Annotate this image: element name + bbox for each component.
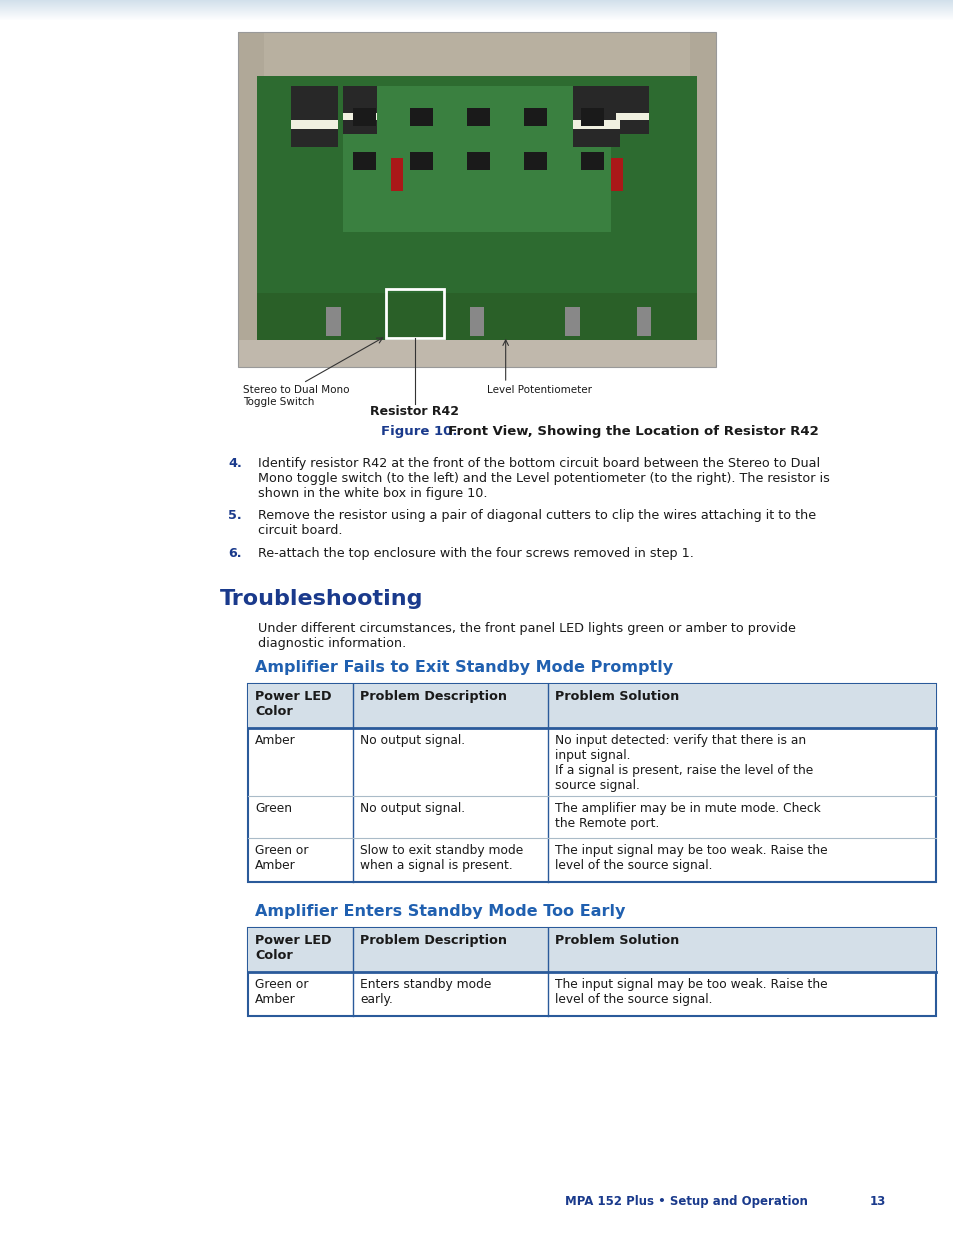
Text: Problem Solution: Problem Solution bbox=[555, 934, 679, 947]
Bar bbox=[248, 927, 935, 972]
Text: Stereo to Dual Mono
Toggle Switch: Stereo to Dual Mono Toggle Switch bbox=[243, 385, 349, 406]
Bar bbox=[580, 109, 603, 126]
Bar bbox=[343, 86, 610, 232]
Text: Green or
Amber: Green or Amber bbox=[254, 844, 308, 872]
Bar bbox=[248, 927, 935, 1016]
Text: Amber: Amber bbox=[254, 734, 295, 747]
Text: Troubleshooting: Troubleshooting bbox=[220, 589, 423, 609]
Bar bbox=[572, 86, 619, 147]
Bar bbox=[386, 289, 443, 338]
Bar bbox=[343, 86, 376, 135]
Text: Slow to exit standby mode
when a signal is present.: Slow to exit standby mode when a signal … bbox=[359, 844, 522, 872]
Text: 13: 13 bbox=[869, 1195, 885, 1208]
Text: Figure 10.: Figure 10. bbox=[381, 425, 457, 438]
Text: Green: Green bbox=[254, 802, 292, 815]
Text: Remove the resistor using a pair of diagonal cutters to clip the wires attaching: Remove the resistor using a pair of diag… bbox=[257, 509, 815, 537]
Text: Resistor R42: Resistor R42 bbox=[370, 405, 459, 417]
Bar bbox=[523, 152, 546, 169]
Bar bbox=[291, 120, 338, 130]
Text: No output signal.: No output signal. bbox=[359, 802, 465, 815]
Bar bbox=[637, 308, 651, 336]
Text: Power LED
Color: Power LED Color bbox=[254, 690, 331, 718]
Bar bbox=[469, 308, 484, 336]
Bar bbox=[291, 86, 338, 147]
Bar bbox=[237, 324, 716, 367]
Bar bbox=[391, 158, 402, 191]
Bar bbox=[689, 32, 716, 367]
Text: Identify resistor R42 at the front of the bottom circuit board between the Stere: Identify resistor R42 at the front of th… bbox=[257, 457, 829, 500]
Text: 4.: 4. bbox=[228, 457, 241, 471]
Bar bbox=[467, 109, 490, 126]
Text: Green or
Amber: Green or Amber bbox=[254, 978, 308, 1007]
Bar bbox=[615, 86, 648, 135]
Bar bbox=[237, 340, 716, 367]
Bar bbox=[410, 109, 433, 126]
Bar bbox=[326, 308, 340, 336]
Bar bbox=[580, 152, 603, 169]
Bar bbox=[523, 109, 546, 126]
Text: Re-attach the top enclosure with the four screws removed in step 1.: Re-attach the top enclosure with the fou… bbox=[257, 547, 693, 559]
Text: Enters standby mode
early.: Enters standby mode early. bbox=[359, 978, 491, 1007]
Text: The amplifier may be in mute mode. Check
the Remote port.: The amplifier may be in mute mode. Check… bbox=[555, 802, 820, 830]
Text: 5.: 5. bbox=[228, 509, 241, 522]
Text: Power LED
Color: Power LED Color bbox=[254, 934, 331, 962]
Bar bbox=[353, 109, 375, 126]
Bar bbox=[257, 293, 696, 340]
Bar bbox=[257, 75, 696, 293]
Text: The input signal may be too weak. Raise the
level of the source signal.: The input signal may be too weak. Raise … bbox=[555, 978, 827, 1007]
Text: No output signal.: No output signal. bbox=[359, 734, 465, 747]
Text: Problem Description: Problem Description bbox=[359, 934, 506, 947]
Text: Problem Solution: Problem Solution bbox=[555, 690, 679, 703]
Bar bbox=[248, 684, 935, 727]
Text: Problem Description: Problem Description bbox=[359, 690, 506, 703]
Text: Front View, Showing the Location of Resistor R42: Front View, Showing the Location of Resi… bbox=[439, 425, 819, 438]
Text: Amplifier Fails to Exit Standby Mode Promptly: Amplifier Fails to Exit Standby Mode Pro… bbox=[254, 659, 673, 676]
Bar bbox=[410, 152, 433, 169]
Bar bbox=[237, 32, 716, 367]
Bar bbox=[615, 112, 648, 120]
Bar bbox=[572, 120, 619, 130]
Bar bbox=[343, 112, 376, 120]
Text: Level Potentiometer: Level Potentiometer bbox=[486, 385, 591, 395]
Text: No input detected: verify that there is an
input signal.
If a signal is present,: No input detected: verify that there is … bbox=[555, 734, 812, 792]
Bar bbox=[237, 32, 716, 367]
Bar bbox=[610, 158, 622, 191]
Bar bbox=[467, 152, 490, 169]
Bar bbox=[248, 684, 935, 882]
Text: 6.: 6. bbox=[228, 547, 241, 559]
Text: Amplifier Enters Standby Mode Too Early: Amplifier Enters Standby Mode Too Early bbox=[254, 904, 625, 919]
Bar bbox=[237, 32, 264, 367]
Text: The input signal may be too weak. Raise the
level of the source signal.: The input signal may be too weak. Raise … bbox=[555, 844, 827, 872]
Bar bbox=[565, 308, 579, 336]
Text: MPA 152 Plus • Setup and Operation: MPA 152 Plus • Setup and Operation bbox=[564, 1195, 807, 1208]
Text: Under different circumstances, the front panel LED lights green or amber to prov: Under different circumstances, the front… bbox=[257, 622, 795, 650]
Bar bbox=[353, 152, 375, 169]
